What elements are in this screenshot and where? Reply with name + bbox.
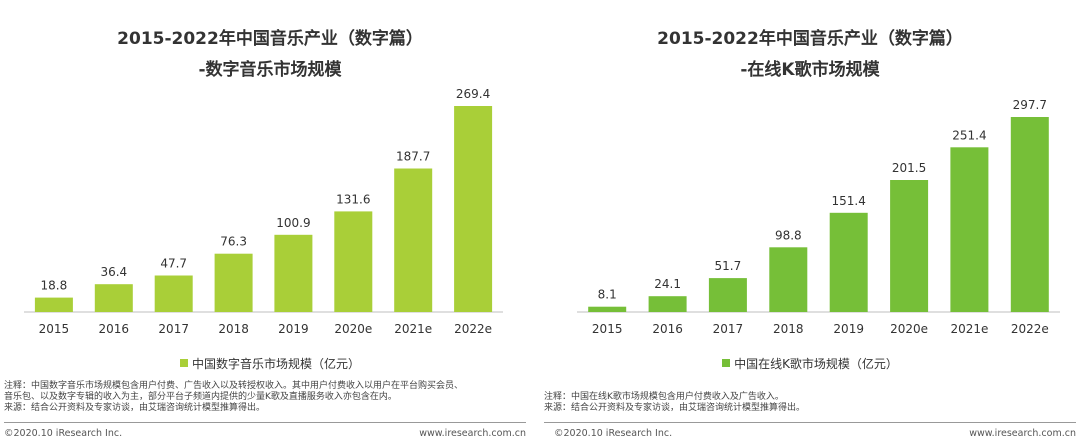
bar-2018 (769, 247, 808, 312)
x-tick-label: 2022e (1011, 322, 1049, 336)
footer-divider (4, 422, 526, 423)
legend-label: 中国在线K歌市场规模（亿元） (734, 357, 898, 371)
bar-2016 (94, 284, 133, 312)
legend-swatch (179, 359, 188, 367)
x-tick-label: 2017 (158, 322, 189, 336)
bar-2021e (950, 147, 989, 312)
bar-2020e (890, 180, 929, 312)
x-tick-label: 2017 (713, 322, 744, 336)
online-ktv-bar-chart: 8.1 2015 24.1 2016 51.7 2017 98.8 2018 151.4 2019… (577, 98, 1060, 336)
copyright: ©2020.10 iResearch Inc. (554, 428, 673, 439)
source-line: 来源：结合公开资料及专家访谈，由艾瑞咨询统计模型推算得出。 (544, 403, 806, 413)
copyright: ©2020.10 iResearch Inc. (4, 428, 123, 439)
note-line: 注释：中国数字音乐市场规模包含用户付费、广告收入以及转授权收入。其中用户付费收入… (4, 381, 464, 391)
bar-2020e (334, 211, 373, 312)
chart-title-line2: -数字音乐市场规模 (198, 60, 342, 80)
x-tick-label: 2015 (39, 322, 70, 336)
digital-music-panel: 2015-2022年中国音乐产业（数字篇） -数字音乐市场规模 18.8 2015… (0, 29, 540, 439)
x-tick-label: 2020e (890, 322, 928, 336)
bar-2017 (154, 275, 193, 312)
x-tick-label: 2021e (950, 322, 988, 336)
data-label: 36.4 (100, 265, 127, 279)
data-label: 251.4 (952, 128, 986, 142)
chart-legend: 中国数字音乐市场规模（亿元） (0, 355, 540, 372)
note-line: 注释：中国在线K歌市场规模包含用户付费收入及广告收入。 (544, 392, 784, 402)
data-label: 187.7 (396, 150, 430, 164)
x-tick-label: 2016 (99, 322, 130, 336)
bar-2019 (829, 212, 868, 312)
x-tick-label: 2019 (833, 322, 864, 336)
x-tick-label: 2020e (334, 322, 372, 336)
bar-2018 (214, 253, 253, 312)
digital-music-bar-chart: 18.8 2015 36.4 2016 47.7 2017 76.3 2018 100.9 201… (24, 87, 503, 336)
chart-legend: 中国在线K歌市场规模（亿元） (540, 355, 1080, 372)
x-tick-label: 2018 (218, 322, 249, 336)
data-label: 100.9 (276, 216, 310, 230)
chart-title-line1: 2015-2022年中国音乐产业（数字篇） (117, 29, 423, 49)
footer-divider (544, 422, 1076, 423)
website-link[interactable]: www.iresearch.com.cn (969, 428, 1076, 439)
bar-2015 (588, 306, 627, 312)
note-line: 音乐包、以及数字专辑的收入为主，部分平台子频道内提供的少量K歌及直播服务收入亦包… (4, 392, 397, 402)
bar-2022e (454, 106, 493, 312)
bar-2015 (34, 297, 73, 312)
data-label: 51.7 (715, 259, 742, 273)
bar-2017 (708, 278, 747, 312)
bar-2021e (394, 168, 433, 312)
x-tick-label: 2018 (773, 322, 804, 336)
data-label: 201.5 (892, 161, 926, 175)
legend-swatch (722, 359, 731, 367)
x-tick-label: 2021e (394, 322, 432, 336)
data-label: 98.8 (775, 228, 802, 242)
legend-label: 中国数字音乐市场规模（亿元） (191, 357, 360, 371)
source-line: 来源：结合公开资料及专家访谈，由艾瑞咨询统计模型推算得出。 (4, 403, 266, 413)
x-tick-label: 2019 (278, 322, 309, 336)
data-label: 47.7 (160, 257, 187, 271)
data-label: 151.4 (832, 194, 866, 208)
online-ktv-panel: 2015-2022年中国音乐产业（数字篇） -在线K歌市场规模 8.1 2015 2… (540, 0, 1080, 443)
data-label: 269.4 (456, 87, 490, 101)
x-tick-label: 2015 (592, 322, 623, 336)
bar-2019 (274, 234, 313, 312)
x-tick-label: 2022e (454, 322, 492, 336)
data-label: 297.7 (1013, 98, 1047, 112)
website-link[interactable]: www.iresearch.com.cn (419, 428, 526, 439)
chart-title-line2: -在线K歌市场规模 (740, 60, 880, 80)
bar-2016 (648, 296, 687, 312)
data-label: 24.1 (654, 277, 681, 291)
data-label: 76.3 (220, 235, 247, 249)
data-label: 131.6 (336, 192, 370, 206)
data-label: 8.1 (598, 288, 617, 302)
bar-2022e (1010, 117, 1049, 312)
data-label: 18.8 (41, 279, 68, 293)
chart-title-line1: 2015-2022年中国音乐产业（数字篇） (657, 29, 963, 49)
x-tick-label: 2016 (652, 322, 683, 336)
